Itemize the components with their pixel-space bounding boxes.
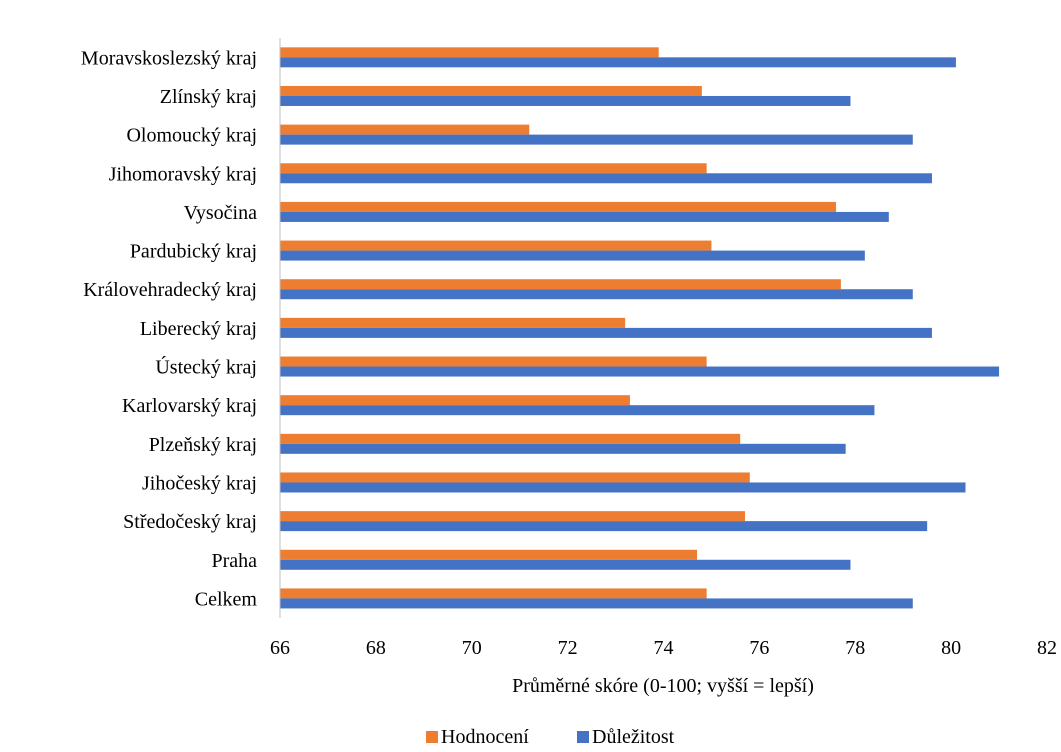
bar-dulezitost — [280, 405, 875, 416]
bar-hodnoceni — [280, 395, 630, 406]
x-tick-labels: 66 68 70 72 74 76 78 80 82 — [270, 637, 1057, 659]
bar-hodnoceni — [280, 124, 530, 135]
x-tick-label: 66 — [270, 637, 290, 659]
category-label: Královehradecký kraj — [83, 279, 257, 301]
category-label: Liberecký kraj — [140, 318, 257, 340]
category-label: Středočeský kraj — [123, 511, 257, 533]
legend-swatch — [577, 731, 589, 743]
x-tick-label: 80 — [941, 637, 961, 659]
category-label: Jihomoravský kraj — [109, 163, 257, 185]
bar-hodnoceni — [280, 163, 707, 174]
legend-label: Důležitost — [592, 726, 675, 748]
legend-swatch — [426, 731, 438, 743]
bar-hodnoceni — [280, 279, 841, 290]
category-labels: Moravskoslezský kraj Zlínský kraj Olomouck… — [81, 47, 258, 610]
bar-dulezitost — [280, 443, 846, 454]
bar-dulezitost — [280, 95, 851, 106]
bar-hodnoceni — [280, 356, 707, 367]
bar-dulezitost — [280, 598, 913, 609]
category-label: Moravskoslezský kraj — [81, 47, 257, 69]
bar-dulezitost — [280, 289, 913, 300]
bar-dulezitost — [280, 366, 1000, 377]
bar-hodnoceni — [280, 317, 626, 328]
x-tick-label: 76 — [749, 637, 769, 659]
legend: Hodnocení Důležitost — [426, 726, 675, 748]
bar-dulezitost — [280, 521, 928, 532]
category-label: Karlovarský kraj — [122, 395, 257, 417]
bars-group — [280, 47, 1000, 609]
bar-dulezitost — [280, 57, 956, 68]
bar-dulezitost — [280, 250, 865, 261]
bar-hodnoceni — [280, 511, 745, 522]
bar-hodnoceni — [280, 85, 702, 96]
x-tick-label: 78 — [845, 637, 865, 659]
bar-hodnoceni — [280, 47, 659, 58]
bar-hodnoceni — [280, 549, 698, 560]
category-label: Plzeňský kraj — [149, 434, 257, 456]
category-label: Praha — [211, 550, 257, 572]
category-label: Ústecký kraj — [155, 355, 257, 379]
category-label: Celkem — [195, 588, 258, 610]
bar-hodnoceni — [280, 588, 707, 599]
bar-hodnoceni — [280, 240, 712, 251]
bar-hodnoceni — [280, 433, 741, 444]
bar-dulezitost — [280, 134, 913, 145]
x-tick-label: 70 — [462, 637, 482, 659]
x-tick-label: 74 — [654, 637, 674, 659]
bar-hodnoceni — [280, 201, 837, 212]
bar-dulezitost — [280, 482, 966, 493]
category-label: Olomoucký kraj — [126, 125, 257, 147]
category-label: Jihočeský kraj — [142, 472, 257, 494]
category-label: Zlínský kraj — [160, 86, 257, 108]
x-tick-label: 72 — [558, 637, 578, 659]
x-tick-label: 82 — [1037, 637, 1057, 659]
legend-label: Hodnocení — [441, 726, 529, 748]
bar-dulezitost — [280, 327, 932, 338]
bar-hodnoceni — [280, 472, 750, 483]
x-tick-label: 68 — [366, 637, 386, 659]
bar-dulezitost — [280, 173, 932, 184]
category-label: Pardubický kraj — [130, 241, 257, 263]
bar-dulezitost — [280, 211, 889, 222]
bar-dulezitost — [280, 559, 851, 570]
category-label: Vysočina — [184, 202, 257, 224]
x-axis-title: Průměrné skóre (0-100; vyšší = lepší) — [512, 675, 814, 697]
